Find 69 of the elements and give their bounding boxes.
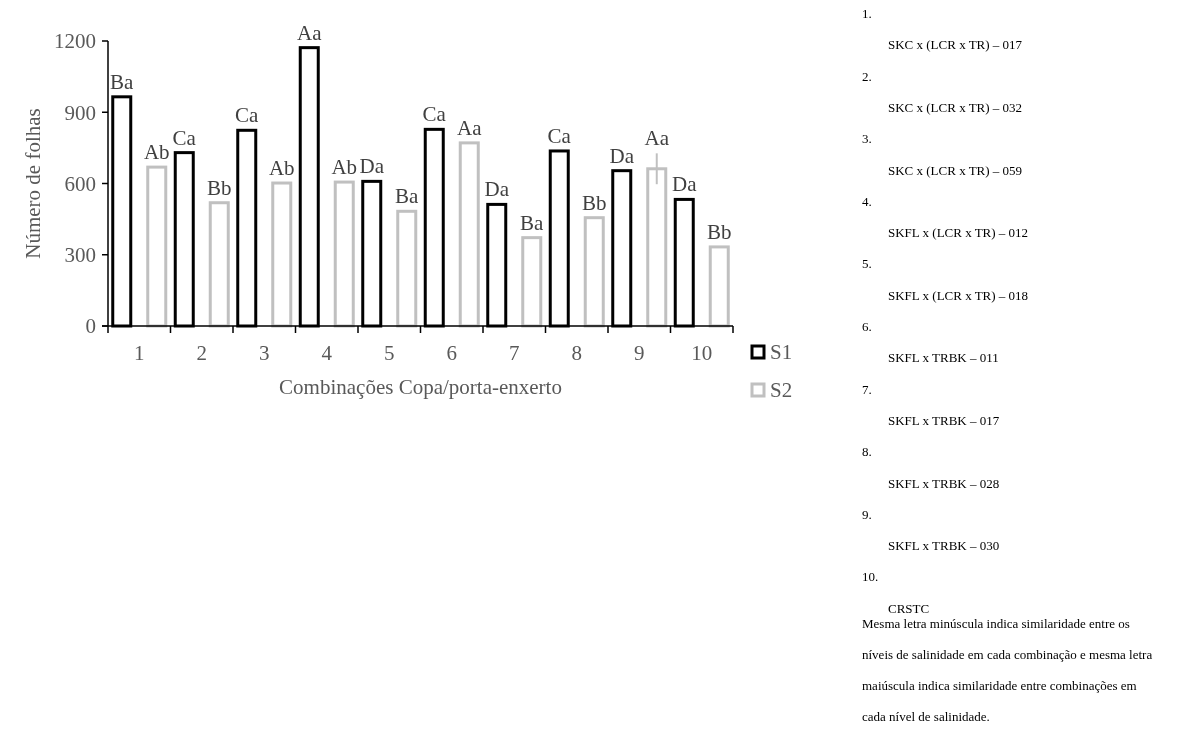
text: Mesma letra minúscula indica similaridade entre os níveis de salinidade em cada combinação e mesma letra maiúscula indica similaridade entre combinações em cada nível de salinidade. bbox=[862, 616, 1153, 724]
data-label: Ca bbox=[235, 103, 260, 128]
y-tick-label: 900 bbox=[64, 100, 96, 125]
text: 6. bbox=[862, 319, 872, 334]
data-label: Aa bbox=[297, 20, 323, 45]
x-axis-title: Combinações Copa/porta-enxerto bbox=[279, 375, 562, 399]
data-label: Bb bbox=[206, 175, 232, 200]
x-tick-label: 5 bbox=[384, 341, 395, 365]
x-tick-label: 2 bbox=[196, 341, 207, 365]
text: 8. bbox=[862, 444, 872, 460]
bar bbox=[458, 141, 480, 328]
x-tick-label: 3 bbox=[259, 341, 270, 365]
data-label: Ba bbox=[395, 184, 420, 209]
text: SKC x (LCR x TR) – 017 bbox=[888, 37, 1023, 53]
data-label: Ba bbox=[110, 69, 135, 94]
data-label: Da bbox=[359, 154, 385, 179]
bar bbox=[583, 216, 605, 328]
data-label: Ca bbox=[547, 123, 572, 148]
text: 2. bbox=[862, 68, 872, 84]
text: CRSTC bbox=[888, 600, 930, 616]
text: 9. bbox=[862, 506, 872, 522]
bar bbox=[708, 245, 730, 328]
data-label: Da bbox=[672, 172, 698, 197]
bar bbox=[208, 201, 230, 328]
text: SKC x (LCR x TR) – 032 bbox=[888, 99, 1023, 115]
data-label: Ca bbox=[422, 102, 447, 127]
bar bbox=[271, 181, 293, 328]
text: 10. bbox=[862, 569, 879, 585]
bar bbox=[521, 236, 543, 328]
text: 5. bbox=[862, 256, 872, 272]
text: SKFL x TRBK – 011 bbox=[888, 350, 999, 366]
x-tick-label: 6 bbox=[446, 341, 457, 365]
y-tick-label: 600 bbox=[64, 171, 96, 196]
data-label: Aa bbox=[644, 126, 670, 151]
data-label: Bb bbox=[706, 219, 732, 244]
y-tick-label: 0 bbox=[85, 314, 96, 339]
text: SKFL x (LCR x TR) – 012 bbox=[888, 225, 1029, 241]
data-label: Da bbox=[609, 143, 635, 168]
x-tick-label: 7 bbox=[509, 341, 520, 365]
x-tick-label: 4 bbox=[321, 341, 333, 365]
text: 3. bbox=[862, 131, 872, 147]
y-axis-title: Número de folhas bbox=[21, 108, 45, 259]
y-tick-label: 300 bbox=[64, 243, 96, 268]
data-label: Ca bbox=[172, 125, 197, 150]
x-tick-label: 8 bbox=[571, 341, 582, 365]
data-label: Bb bbox=[581, 190, 607, 215]
text: 7. bbox=[862, 381, 872, 397]
bar bbox=[146, 165, 168, 328]
text: SKFL x TRBK – 030 bbox=[888, 538, 1000, 554]
text: 4. bbox=[862, 193, 872, 209]
legend-label: S2 bbox=[770, 378, 793, 403]
bar bbox=[333, 180, 355, 328]
text: 1. bbox=[862, 6, 872, 21]
x-tick-label: 9 bbox=[634, 341, 645, 365]
data-label: Ab bbox=[143, 140, 170, 165]
data-label: Da bbox=[484, 177, 510, 202]
bar bbox=[396, 209, 418, 328]
data-label: Aa bbox=[457, 115, 483, 140]
data-label: Ba bbox=[520, 210, 545, 235]
y-tick-label: 1200 bbox=[54, 29, 96, 54]
data-label: Ab bbox=[331, 155, 358, 180]
x-tick-label: 10 bbox=[691, 341, 713, 365]
text: SKFL x (LCR x TR) – 018 bbox=[888, 287, 1029, 303]
legend-label: S1 bbox=[770, 340, 793, 365]
text: SKFL x TRBK – 017 bbox=[888, 412, 1000, 428]
text: SKC x (LCR x TR) – 059 bbox=[888, 162, 1023, 178]
text: SKFL x TRBK – 028 bbox=[888, 475, 1000, 491]
data-label: Ab bbox=[268, 156, 295, 181]
x-tick-label: 1 bbox=[134, 341, 145, 365]
